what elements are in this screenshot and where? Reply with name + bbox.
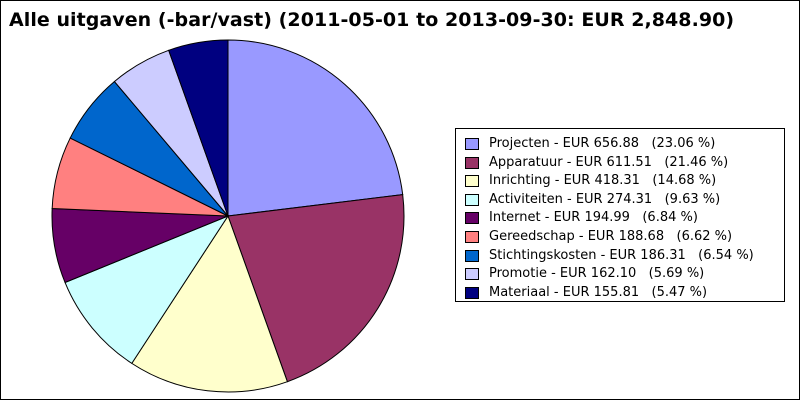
legend: Projecten - EUR 656.88 (23.06 %) Apparatu… xyxy=(455,128,785,302)
legend-swatch xyxy=(465,249,479,262)
pie-slice-activiteiten xyxy=(64,214,230,365)
legend-swatch xyxy=(465,231,479,243)
legend-label: Materiaal - EUR 155.81 (5.47 %) xyxy=(489,284,708,300)
legend-swatch xyxy=(465,286,479,299)
legend-label: Projecten - EUR 656.88 (23.06 %) xyxy=(489,136,716,151)
legend-swatch xyxy=(465,138,479,150)
chart-title: Alle uitgaven (-bar/vast) (2011-05-01 to… xyxy=(9,9,735,31)
legend-label: Activiteiten - EUR 274.31 (9.63 %) xyxy=(489,191,721,207)
legend-swatch xyxy=(465,156,479,169)
legend-label: Stichtingskosten - EUR 186.31 (6.54 %) xyxy=(489,247,754,263)
legend-swatch xyxy=(465,268,479,281)
legend-swatch xyxy=(465,175,479,188)
pie-slice-materiaal xyxy=(168,39,229,217)
legend-label: Apparatuur - EUR 611.51 (21.46 %) xyxy=(489,154,729,170)
legend-label: Internet - EUR 194.99 (6.84 %) xyxy=(489,210,698,226)
legend-swatch xyxy=(465,212,479,225)
pie-slice-apparatuur xyxy=(227,194,405,383)
legend-label: Gereedschap - EUR 188.68 (6.62 %) xyxy=(489,229,733,244)
legend-label: Promotie - EUR 162.10 (5.69 %) xyxy=(489,266,705,282)
legend-label: Inrichting - EUR 418.31 (14.68 %) xyxy=(489,173,717,189)
pie-slice-projecten xyxy=(227,39,404,217)
pie-slice-inrichting xyxy=(131,214,289,393)
legend-swatch xyxy=(465,193,479,206)
